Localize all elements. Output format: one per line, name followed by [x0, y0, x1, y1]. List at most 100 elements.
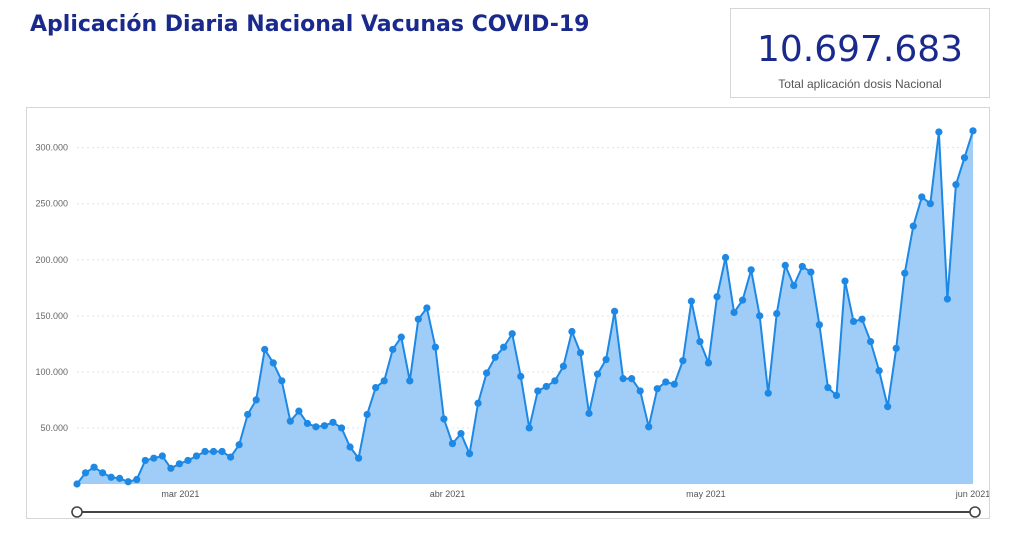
data-point[interactable]	[158, 452, 166, 460]
data-point[interactable]	[133, 475, 141, 484]
data-point[interactable]	[534, 387, 542, 395]
data-point[interactable]	[730, 308, 738, 317]
data-point[interactable]	[679, 357, 687, 365]
data-point[interactable]	[704, 359, 713, 367]
data-point[interactable]	[747, 266, 755, 274]
data-point[interactable]	[841, 277, 849, 285]
data-point[interactable]	[525, 424, 533, 432]
data-point[interactable]	[90, 463, 98, 471]
data-point[interactable]	[773, 309, 781, 318]
data-point[interactable]	[227, 453, 235, 461]
data-point[interactable]	[107, 473, 115, 481]
data-point[interactable]	[918, 193, 926, 201]
data-point[interactable]	[858, 315, 866, 323]
data-point[interactable]	[116, 474, 124, 482]
data-point[interactable]	[926, 200, 934, 208]
slider-start-handle[interactable]	[71, 506, 83, 518]
data-point[interactable]	[739, 296, 747, 304]
data-point[interactable]	[389, 345, 397, 354]
data-point[interactable]	[867, 338, 875, 346]
data-point[interactable]	[602, 355, 610, 364]
data-point[interactable]	[960, 154, 969, 162]
data-point[interactable]	[423, 304, 431, 312]
data-point[interactable]	[235, 441, 243, 449]
data-point[interactable]	[269, 359, 277, 367]
data-point[interactable]	[568, 327, 576, 336]
data-point[interactable]	[670, 380, 678, 388]
data-point[interactable]	[943, 295, 952, 303]
data-point[interactable]	[687, 297, 696, 305]
data-point[interactable]	[167, 464, 175, 472]
data-point[interactable]	[286, 417, 294, 425]
slider-end-handle[interactable]	[969, 506, 981, 518]
data-point[interactable]	[969, 127, 977, 135]
data-point[interactable]	[448, 440, 457, 448]
data-point[interactable]	[363, 410, 371, 419]
data-point[interactable]	[935, 128, 943, 136]
data-point[interactable]	[192, 452, 201, 460]
data-point[interactable]	[593, 370, 602, 378]
data-point[interactable]	[320, 422, 329, 430]
data-point[interactable]	[218, 447, 226, 456]
data-point[interactable]	[457, 429, 465, 438]
date-range-slider[interactable]	[71, 506, 981, 518]
data-point[interactable]	[406, 377, 414, 385]
data-point[interactable]	[901, 269, 909, 277]
data-point[interactable]	[431, 343, 439, 351]
data-point[interactable]	[440, 415, 448, 423]
data-point[interactable]	[636, 387, 644, 395]
data-point[interactable]	[184, 456, 192, 465]
data-point[interactable]	[619, 375, 627, 383]
data-point[interactable]	[875, 367, 883, 375]
data-point[interactable]	[329, 418, 337, 426]
data-point[interactable]	[892, 344, 900, 352]
data-point[interactable]	[201, 447, 209, 456]
data-point[interactable]	[696, 338, 704, 346]
data-point[interactable]	[141, 456, 149, 465]
data-point[interactable]	[713, 293, 721, 301]
data-point[interactable]	[380, 377, 388, 385]
data-point[interactable]	[952, 181, 960, 189]
data-point[interactable]	[99, 469, 107, 477]
data-point[interactable]	[764, 389, 772, 397]
data-point[interactable]	[124, 478, 132, 486]
data-point[interactable]	[721, 253, 730, 262]
data-point[interactable]	[559, 362, 568, 370]
data-point[interactable]	[832, 391, 841, 400]
data-point[interactable]	[81, 469, 90, 477]
data-point[interactable]	[824, 383, 832, 392]
data-point[interactable]	[483, 369, 491, 377]
data-point[interactable]	[337, 424, 346, 432]
data-point[interactable]	[465, 450, 474, 458]
data-point[interactable]	[551, 377, 559, 385]
data-point[interactable]	[474, 399, 482, 407]
data-point[interactable]	[611, 307, 619, 315]
data-point[interactable]	[346, 443, 354, 451]
data-point[interactable]	[244, 410, 252, 419]
data-point[interactable]	[798, 262, 806, 271]
data-point[interactable]	[312, 423, 320, 431]
data-point[interactable]	[576, 349, 585, 357]
data-point[interactable]	[73, 480, 81, 488]
data-point[interactable]	[150, 454, 158, 462]
data-point[interactable]	[662, 378, 670, 386]
data-point[interactable]	[645, 423, 653, 431]
data-point[interactable]	[781, 261, 789, 269]
data-point[interactable]	[303, 419, 311, 428]
data-point[interactable]	[175, 460, 183, 468]
data-point[interactable]	[542, 382, 550, 391]
data-point[interactable]	[909, 222, 917, 230]
data-point[interactable]	[849, 317, 858, 326]
data-point[interactable]	[585, 409, 593, 417]
data-point[interactable]	[807, 268, 815, 276]
data-point[interactable]	[252, 396, 260, 404]
data-point[interactable]	[372, 383, 380, 392]
data-point[interactable]	[790, 281, 798, 290]
data-point[interactable]	[508, 330, 516, 338]
data-point[interactable]	[209, 447, 218, 456]
data-point[interactable]	[756, 312, 764, 320]
data-point[interactable]	[653, 385, 661, 393]
data-point[interactable]	[261, 345, 269, 354]
data-point[interactable]	[355, 454, 363, 462]
data-point[interactable]	[628, 375, 636, 383]
